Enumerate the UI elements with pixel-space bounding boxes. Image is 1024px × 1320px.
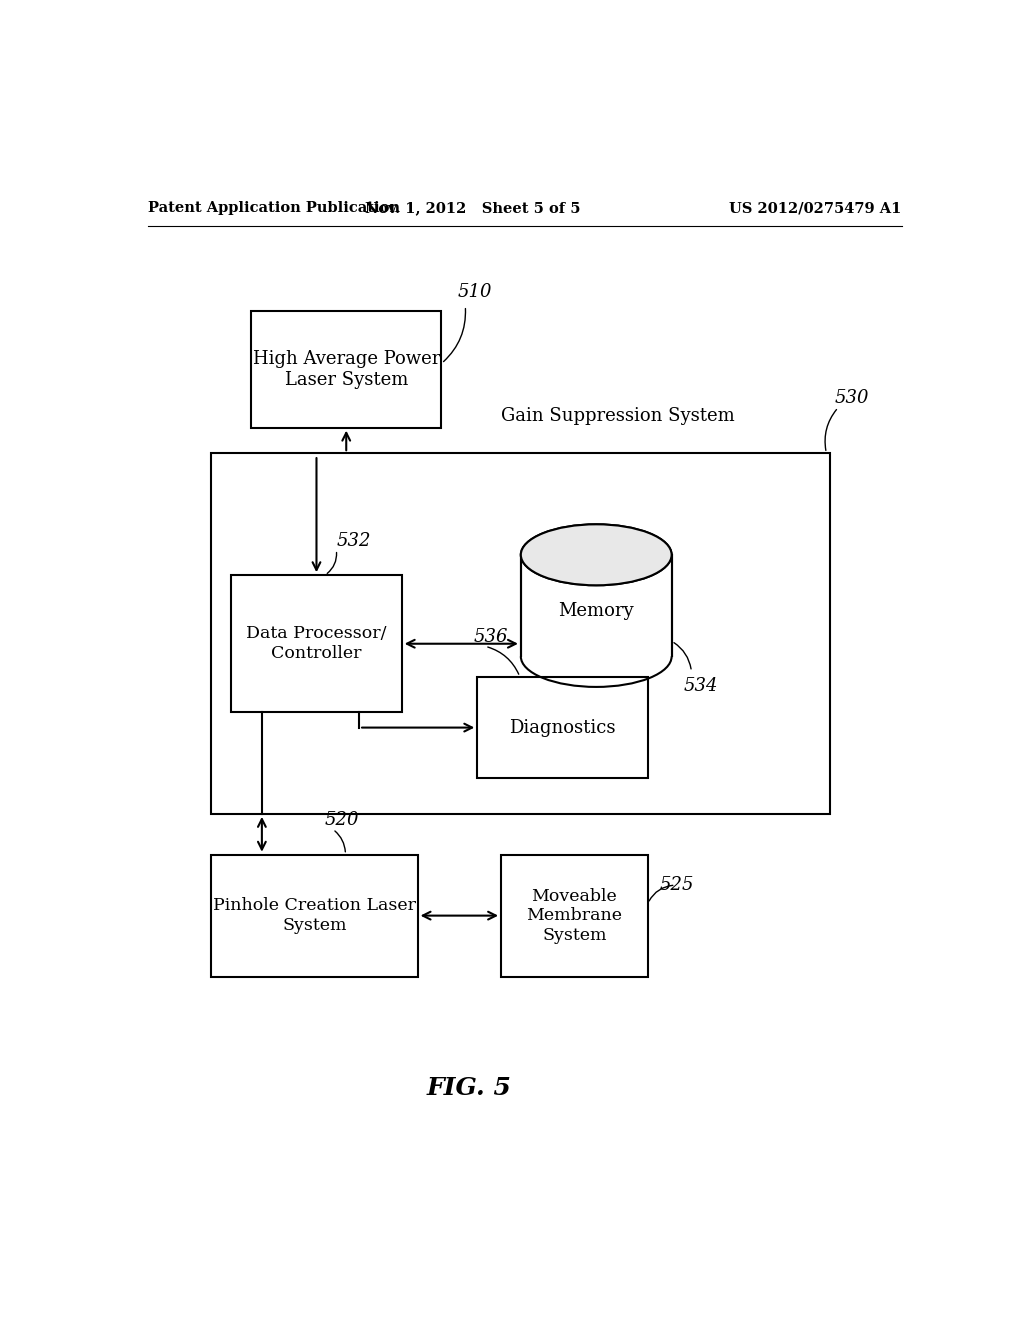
Text: 530: 530	[835, 389, 868, 408]
Bar	[231, 576, 401, 713]
Text: Patent Application Publication: Patent Application Publication	[147, 201, 399, 215]
Text: Pinhole Creation Laser
System: Pinhole Creation Laser System	[213, 898, 416, 935]
Text: Diagnostics: Diagnostics	[509, 718, 615, 737]
Bar	[251, 312, 441, 428]
Ellipse shape	[521, 524, 672, 585]
Ellipse shape	[521, 524, 672, 585]
Bar	[521, 554, 672, 656]
Text: FIG. 5: FIG. 5	[427, 1076, 512, 1101]
Text: High Average Power
Laser System: High Average Power Laser System	[253, 350, 440, 388]
Bar	[477, 677, 648, 779]
Text: 510: 510	[458, 282, 492, 301]
Bar	[501, 854, 648, 977]
Text: Memory: Memory	[558, 602, 634, 619]
Text: 525: 525	[659, 876, 694, 894]
Text: Data Processor/
Controller: Data Processor/ Controller	[246, 626, 387, 663]
Text: Moveable
Membrane
System: Moveable Membrane System	[526, 887, 623, 944]
Text: Gain Suppression System: Gain Suppression System	[501, 407, 735, 425]
Text: 534: 534	[684, 677, 718, 694]
Text: 536: 536	[473, 628, 508, 647]
Text: Nov. 1, 2012   Sheet 5 of 5: Nov. 1, 2012 Sheet 5 of 5	[366, 201, 581, 215]
Bar	[211, 854, 418, 977]
Text: US 2012/0275479 A1: US 2012/0275479 A1	[729, 201, 902, 215]
Text: 532: 532	[336, 532, 371, 549]
Bar	[211, 453, 830, 814]
Text: 520: 520	[325, 812, 359, 829]
